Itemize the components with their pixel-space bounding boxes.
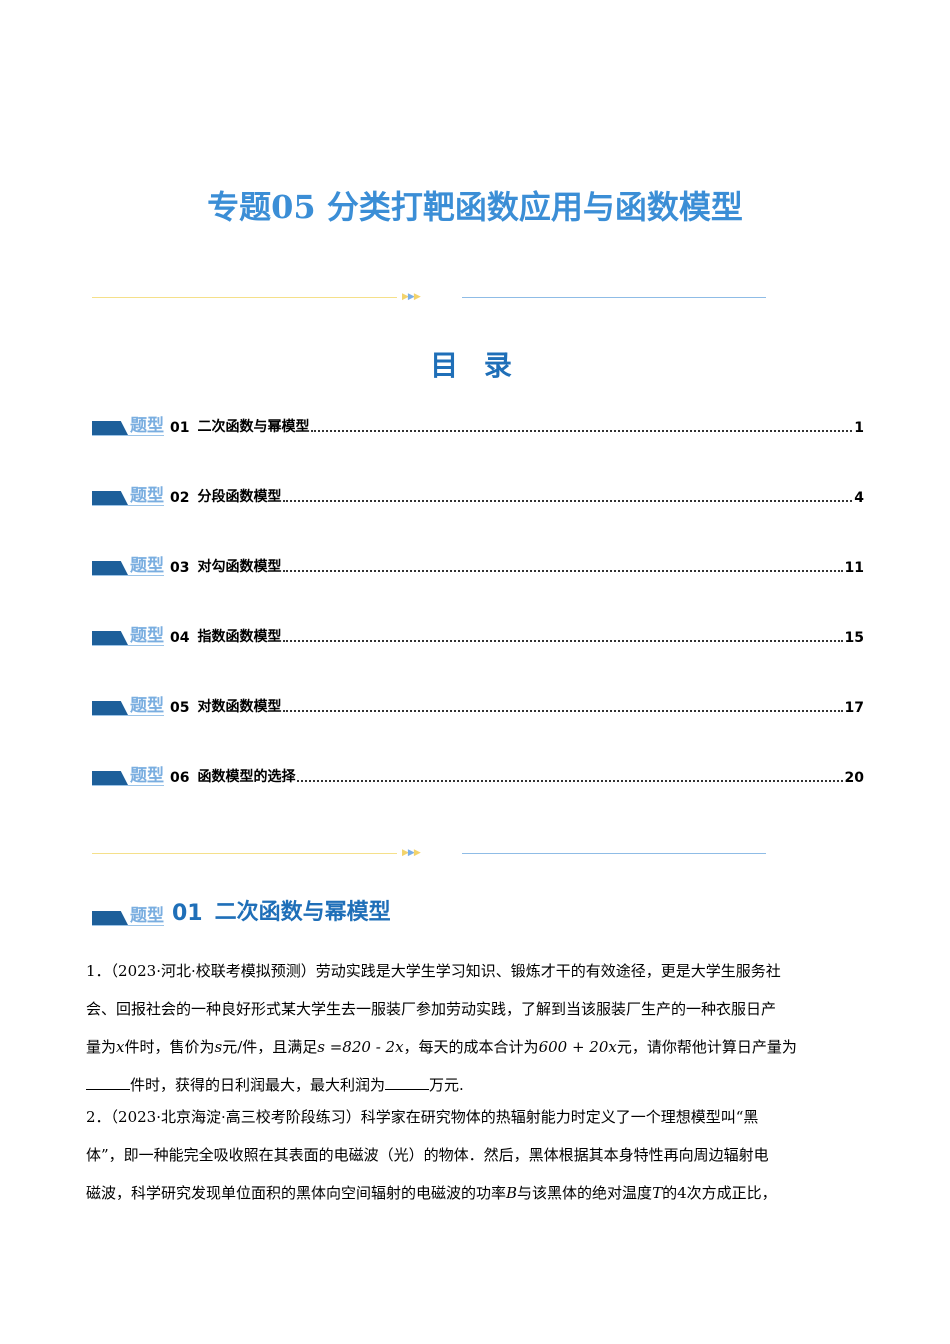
toc-leader: [283, 500, 853, 502]
toc-entry[interactable]: 题型 01 二次函数与幂模型 1: [92, 412, 864, 436]
divider: ▶▶▶: [92, 292, 766, 304]
toc-entry[interactable]: 题型 06 函数模型的选择 20: [92, 762, 864, 786]
toc-page: 17: [844, 700, 864, 716]
badge-icon: 题型: [92, 487, 164, 506]
toc-label: 分段函数模型: [197, 489, 282, 505]
toc-page: 11: [844, 560, 864, 576]
toc-entry[interactable]: 题型 05 对数函数模型 17: [92, 692, 864, 716]
toc-leader: [311, 430, 853, 432]
section-heading: 题型 01 二次函数与幂模型: [92, 894, 391, 926]
document-title: 专题05 分类打靶函数应用与函数模型: [207, 188, 743, 226]
toc-page: 1: [854, 420, 864, 436]
toc-leader: [283, 710, 843, 712]
toc-label: 对数函数模型: [197, 699, 282, 715]
question-2: 2．（2023·北京海淀·高三校考阶段练习）科学家在研究物体的热辐射能力时定义了…: [86, 1108, 777, 1202]
badge-icon: 题型: [92, 907, 164, 926]
toc-label: 指数函数模型: [197, 629, 282, 645]
toc-number: 06: [170, 770, 190, 786]
toc-leader: [283, 570, 843, 572]
toc-number: 03: [170, 560, 190, 576]
badge-icon: 题型: [92, 627, 164, 646]
toc-label: 二次函数与幂模型: [197, 419, 310, 435]
toc-leader: [283, 640, 843, 642]
badge-icon: 题型: [92, 697, 164, 716]
toc-title: 目 录: [430, 349, 520, 382]
toc-number: 01: [170, 420, 190, 436]
toc-entry[interactable]: 题型 04 指数函数模型 15: [92, 622, 864, 646]
toc-label: 对勾函数模型: [197, 559, 282, 575]
toc-number: 04: [170, 630, 190, 646]
toc-label: 函数模型的选择: [197, 769, 296, 785]
toc-entry[interactable]: 题型 02 分段函数模型 4: [92, 482, 864, 506]
badge-icon: 题型: [92, 417, 164, 436]
toc-page: 15: [844, 630, 864, 646]
toc-page: 4: [854, 490, 864, 506]
toc-page: 20: [844, 770, 864, 786]
answer-blank[interactable]: [385, 1075, 430, 1090]
toc-entry[interactable]: 题型 03 对勾函数模型 11: [92, 552, 864, 576]
badge-icon: 题型: [92, 557, 164, 576]
divider: ▶▶▶: [92, 848, 766, 860]
toc-leader: [297, 780, 843, 782]
badge-icon: 题型: [92, 767, 164, 786]
question-1: 1．（2023·河北·校联考模拟预测）劳动实践是大学生学习知识、锻炼才干的有效途…: [86, 962, 797, 1094]
toc-number: 05: [170, 700, 190, 716]
toc-number: 02: [170, 490, 190, 506]
answer-blank[interactable]: [86, 1075, 130, 1090]
